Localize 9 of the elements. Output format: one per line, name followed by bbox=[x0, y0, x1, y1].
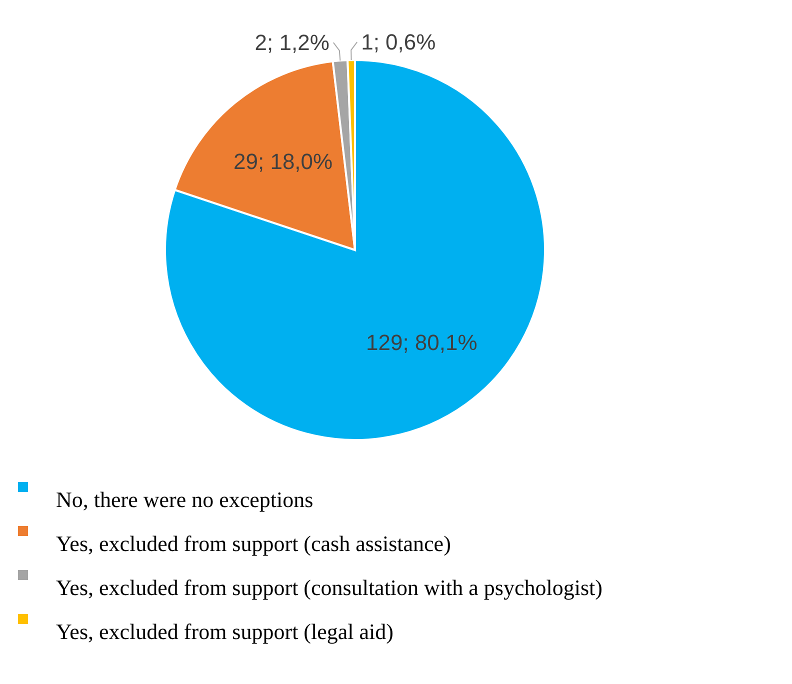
data-label: 1; 0,6% bbox=[361, 30, 436, 55]
data-label: 29; 18,0% bbox=[234, 149, 333, 174]
data-label: 2; 1,2% bbox=[254, 30, 330, 56]
legend-label: Yes, excluded from support (legal aid) bbox=[56, 618, 394, 646]
legend-label: Yes, excluded from support (consultation with a psychologist) bbox=[56, 574, 602, 602]
legend-label: No, there were no exceptions bbox=[56, 486, 314, 514]
pie-slice bbox=[164, 59, 546, 441]
data-label: 129; 80,1% bbox=[366, 330, 478, 355]
legend-label: Yes, excluded from support (cash assistance) bbox=[56, 530, 451, 558]
